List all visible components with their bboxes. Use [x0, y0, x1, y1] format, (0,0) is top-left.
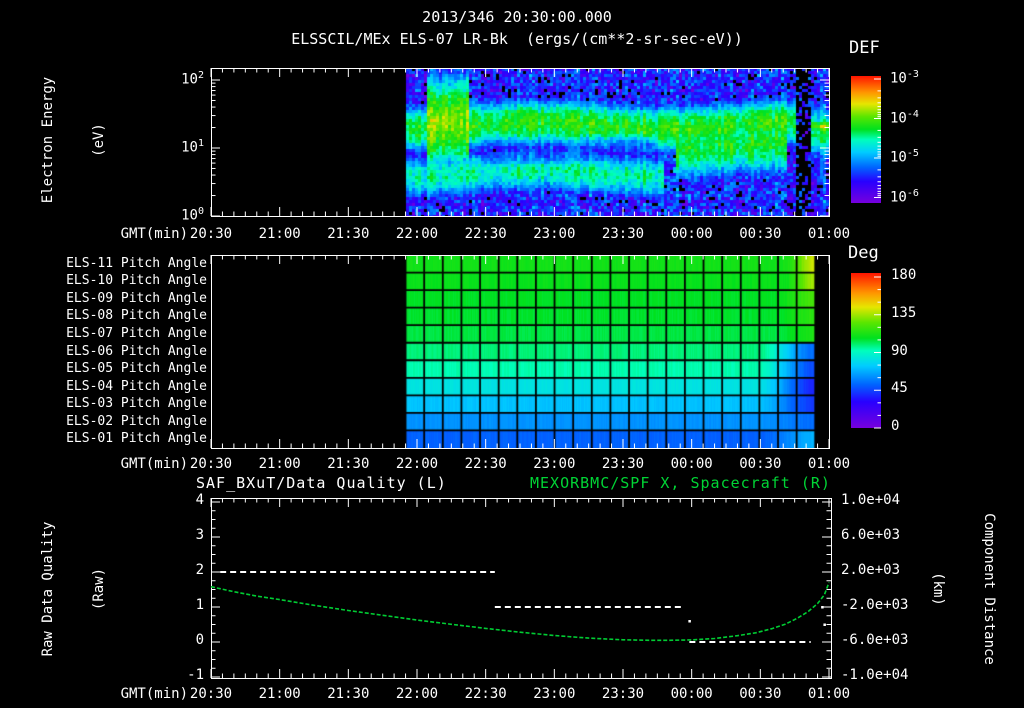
quality-y-tick-label: 3	[195, 527, 204, 543]
x-tick-label: 22:30	[464, 686, 507, 702]
energy-axis-label-line1: Electron Energy	[40, 76, 56, 204]
colorbar-def-title: DEF	[849, 38, 880, 58]
distance-y-tick-label: -2.0e+03	[841, 597, 909, 613]
distance-y-tick-label: 6.0e+03	[841, 527, 901, 543]
bottom-right-series-title: MEXORBMC/SPF X, Spacecraft (R)	[530, 474, 831, 492]
energy-axis-label: Electron Energy (eV)	[6, 77, 142, 203]
quality-y-tick-label: 4	[195, 492, 204, 508]
x-tick-label: 21:00	[258, 226, 301, 242]
deg-colorbar-tick-label: 90	[891, 342, 908, 359]
x-tick-label: 01:00	[807, 686, 851, 702]
x-tick-label: 20:30	[189, 686, 233, 702]
figure-subtitle: ELSSCIL/MEx ELS-07 LR-Bk (ergs/(cm**2-sr…	[291, 30, 743, 48]
x-tick-label: 21:30	[327, 456, 370, 472]
axis-mark	[821, 606, 824, 609]
row-label-els-10: ELS-10 Pitch Angle	[66, 273, 207, 289]
row-label-els-5: ELS-05 Pitch Angle	[66, 361, 207, 377]
x-tick-label: 22:00	[395, 456, 439, 472]
x-axis-title: GMT(min)	[120, 456, 188, 472]
energy-y-tick-label: 100	[181, 206, 204, 224]
x-tick-label: 22:30	[464, 226, 507, 242]
quality-y-tick-label: -1	[187, 667, 204, 683]
row-label-els-7: ELS-07 Pitch Angle	[66, 325, 207, 341]
deg-colorbar-tick-label: 135	[891, 304, 917, 321]
x-tick-label: 01:00	[807, 456, 851, 472]
x-tick-label: 22:30	[464, 456, 507, 472]
x-tick-label: 23:30	[601, 686, 645, 702]
energy-axis-label-line2: (eV)	[91, 123, 107, 157]
x-tick-label: 21:30	[327, 686, 370, 702]
x-tick-label: 22:00	[395, 686, 439, 702]
distance-y-tick-label: 1.0e+04	[841, 492, 901, 508]
row-label-els-1: ELS-01 Pitch Angle	[66, 431, 207, 447]
colorbar-deg	[851, 273, 881, 428]
energy-y-tick-label: 102	[181, 70, 204, 88]
x-tick-label: 00:30	[739, 686, 782, 702]
axis-mark	[688, 620, 691, 623]
x-tick-label: 21:30	[327, 226, 370, 242]
row-label-els-3: ELS-03 Pitch Angle	[66, 396, 207, 412]
x-axis-title: GMT(min)	[120, 226, 188, 242]
x-tick-label: 23:00	[533, 226, 576, 242]
row-label-els-8: ELS-08 Pitch Angle	[66, 308, 207, 324]
energy-y-tick-label: 101	[181, 138, 204, 156]
def-colorbar-tick-label: 10-5	[890, 148, 919, 166]
quality-y-tick-label: 0	[195, 632, 204, 648]
deg-colorbar-tick-label: 0	[891, 418, 900, 434]
def-colorbar-tick-label: 10-3	[890, 69, 919, 87]
x-tick-label: 21:00	[258, 686, 301, 702]
spacecraft-distance-curve	[210, 582, 830, 642]
quality-axis-label-line1: Raw Data Quality	[40, 521, 56, 657]
x-tick-label: 23:00	[533, 686, 576, 702]
quality-y-tick-label: 1	[195, 597, 204, 613]
row-label-els-6: ELS-06 Pitch Angle	[66, 343, 207, 359]
x-tick-label: 01:00	[807, 226, 851, 242]
axis-mark	[823, 623, 826, 626]
def-colorbar-tick-label: 10-4	[890, 108, 919, 127]
x-tick-label: 22:00	[395, 226, 439, 242]
x-tick-label: 23:30	[601, 226, 645, 242]
distance-axis-label-line1: Component Distance	[981, 513, 997, 665]
distance-y-tick-label: 2.0e+03	[841, 562, 901, 578]
x-tick-label: 21:00	[258, 456, 301, 472]
deg-colorbar-tick-label: 180	[891, 267, 917, 283]
colorbar-deg-title: Deg	[848, 243, 879, 263]
deg-colorbar-tick-label: 45	[891, 380, 908, 397]
x-tick-label: 23:00	[533, 456, 576, 472]
row-label-els-9: ELS-09 Pitch Angle	[66, 290, 207, 306]
x-tick-label: 00:00	[670, 226, 713, 242]
x-tick-label: 20:30	[189, 226, 233, 242]
energy-spectrogram-canvas	[211, 68, 829, 216]
axis-mark	[211, 498, 832, 679]
x-tick-label: 00:00	[670, 686, 713, 702]
distance-y-tick-label: -6.0e+03	[841, 632, 909, 648]
quality-y-tick-label: 2	[195, 562, 204, 578]
quality-axis-label: Raw Data Quality (Raw)	[6, 522, 142, 657]
bottom-left-series-title: SAF_BXuT/Data Quality (L)	[196, 474, 447, 492]
x-tick-label: 23:30	[601, 456, 645, 472]
x-tick-label: 00:30	[739, 456, 782, 472]
figure-title: 2013/346 20:30:00.000	[422, 8, 612, 26]
x-tick-label: 00:30	[739, 226, 782, 242]
x-tick-label: 20:30	[189, 456, 233, 472]
row-label-els-2: ELS-02 Pitch Angle	[66, 413, 207, 429]
def-colorbar-tick-label: 10-6	[890, 187, 919, 206]
colorbar-def	[851, 76, 881, 203]
quality-axis-label-line2: (Raw)	[91, 567, 107, 611]
distance-y-tick-label: -1.0e+04	[841, 667, 909, 683]
pitch-angle-canvas	[211, 255, 829, 448]
x-tick-label: 00:00	[670, 456, 713, 472]
x-axis-title: GMT(min)	[120, 686, 188, 702]
row-label-els-11: ELS-11 Pitch Angle	[66, 255, 207, 271]
row-label-els-4: ELS-04 Pitch Angle	[66, 378, 207, 394]
